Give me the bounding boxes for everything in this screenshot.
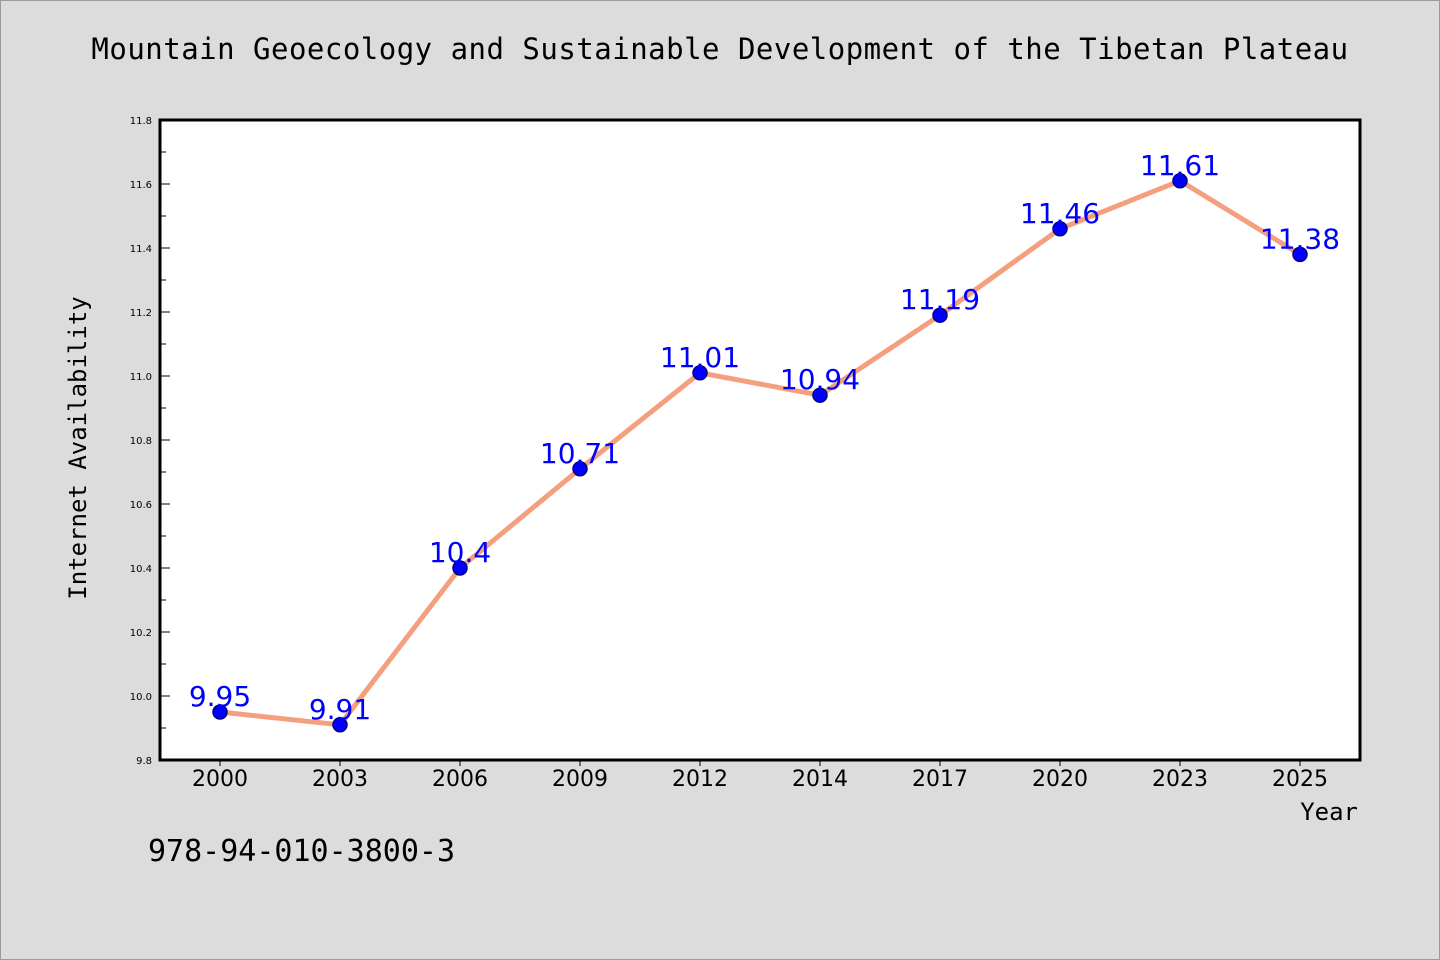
y-tick-label: 11.2 [130, 308, 152, 319]
y-tick-label: 10.4 [130, 564, 152, 575]
x-tick-label: 2009 [552, 767, 608, 792]
data-label: 11.19 [900, 283, 980, 316]
data-point [212, 704, 228, 720]
series-line [217, 178, 1303, 728]
y-tick-label: 11.0 [130, 372, 152, 383]
data-point [932, 307, 948, 323]
isbn-text: 978-94-010-3800-3 [148, 834, 456, 869]
x-tick-label: 2017 [912, 767, 968, 792]
x-tick-label: 2006 [432, 767, 488, 792]
y-tick-label: 10.6 [130, 500, 152, 511]
data-point [572, 461, 588, 477]
data-point [1172, 173, 1188, 189]
data-label: 11.46 [1020, 197, 1100, 230]
data-label: 11.38 [1260, 222, 1340, 255]
data-labels: 9.95 9.91 10.4 10.71 11.01 10.94 11.19 11.46 11.… [189, 149, 1340, 726]
y-tick-label: 11.4 [130, 244, 152, 255]
x-tick-label: 2023 [1152, 767, 1208, 792]
x-axis: 2000 2003 2006 2009 2012 2014 2017 2020 2023 2025 [192, 760, 1328, 792]
series-internet-availability [212, 173, 1308, 733]
data-label: 10.71 [540, 437, 620, 470]
x-tick-label: 2000 [192, 767, 248, 792]
x-tick-label: 2014 [792, 767, 848, 792]
data-label: 9.91 [309, 693, 371, 726]
y-tick-label: 11.6 [130, 180, 152, 191]
data-point [332, 717, 348, 733]
y-tick-label: 10.8 [130, 436, 152, 447]
data-label: 10.94 [780, 363, 860, 396]
y-tick-label: 10.2 [130, 628, 152, 639]
data-point [692, 365, 708, 381]
x-tick-label: 2012 [672, 767, 728, 792]
plot-frame [158, 118, 1362, 762]
y-axis-label: Internet Availability [64, 296, 92, 599]
data-point [452, 560, 468, 576]
data-label: 10.4 [429, 536, 491, 569]
chart-title: Mountain Geoecology and Sustainable Deve… [91, 32, 1349, 66]
x-tick-label: 2020 [1032, 767, 1088, 792]
plot-area [160, 120, 1360, 760]
data-point [1052, 221, 1068, 237]
x-tick-label: 2003 [312, 767, 368, 792]
y-tick-label: 9.8 [136, 756, 152, 767]
data-point [812, 387, 828, 403]
data-label: 9.95 [189, 680, 251, 713]
x-axis-label: Year [1300, 798, 1358, 826]
data-point [1292, 246, 1308, 263]
data-label: 11.01 [660, 341, 740, 374]
y-tick-label: 10.0 [130, 692, 152, 703]
x-tick-label: 2025 [1272, 767, 1328, 792]
data-label: 11.61 [1140, 149, 1220, 182]
y-tick-label: 11.8 [130, 116, 152, 127]
